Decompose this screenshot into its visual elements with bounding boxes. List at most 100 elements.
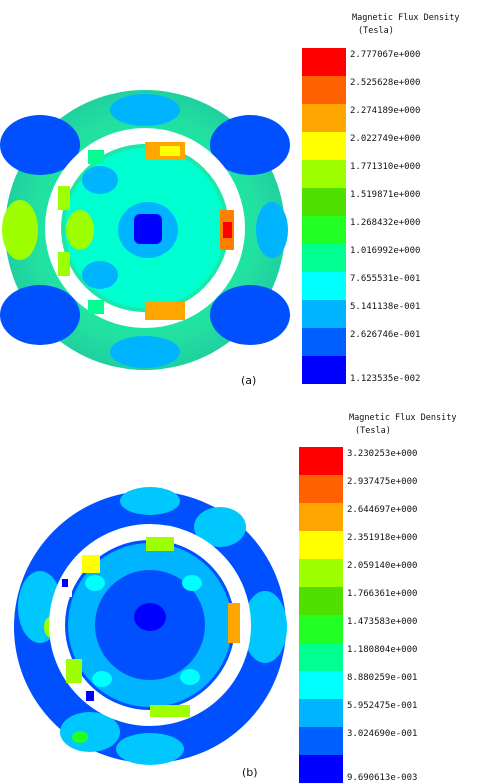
- legend-swatch: [302, 356, 346, 384]
- magnet-upper-left: [88, 150, 104, 164]
- flux-low-region: [110, 94, 180, 126]
- legend-tick-label: 2.351918e+000: [347, 533, 418, 543]
- legend-tick-label: 1.123535e-002: [350, 374, 421, 384]
- flux-mid-region: [120, 487, 180, 515]
- figure-a: Magnetic Flux Density (Tesla) (a) 2.7770…: [0, 12, 459, 387]
- magnet-lower-left: [66, 659, 82, 683]
- legend-tick-label: 1.268432e+000: [350, 218, 421, 228]
- flux-mid-region: [256, 202, 288, 258]
- legend-swatch: [302, 244, 346, 272]
- legend-swatch: [302, 76, 346, 104]
- flux-mid-region: [243, 591, 287, 663]
- caption-a: (a): [241, 374, 257, 387]
- legend-swatch: [299, 643, 343, 671]
- flux-low-region: [210, 115, 290, 175]
- legend-tick-label: 5.141138e-001: [350, 302, 421, 312]
- magnet-left-top: [58, 186, 70, 210]
- legend-tick-label: 7.655531e-001: [350, 274, 421, 284]
- legend-swatch: [299, 755, 343, 783]
- legend-tick-label: 2.937475e+000: [347, 477, 418, 487]
- motor-flux-plot-b: [14, 487, 287, 765]
- legend-swatch: [302, 104, 346, 132]
- legend-swatch: [302, 188, 346, 216]
- air-gap-ring: [49, 524, 251, 726]
- flux-mid-region: [60, 712, 120, 752]
- magnet-bottom-left: [86, 691, 94, 701]
- legend-tick-label: 1.519871e+000: [350, 190, 421, 200]
- motor-flux-plot-a: [0, 90, 290, 370]
- flux-hot-region: [72, 731, 88, 743]
- legend-tick-label: 1.180804e+000: [347, 645, 418, 655]
- legend-tick-label: 2.274189e+000: [350, 106, 421, 116]
- rotor-center-low: [134, 214, 162, 244]
- legend-tick-label: 2.059140e+000: [347, 561, 418, 571]
- magnet-top: [146, 537, 174, 551]
- magnet-bottom: [150, 705, 190, 717]
- legend-b: Magnetic Flux Density (Tesla): [349, 412, 456, 438]
- legend-unit: (Tesla): [358, 26, 394, 36]
- flux-low-region: [110, 336, 180, 368]
- flux-mid-region: [66, 210, 94, 250]
- legend-swatch: [299, 671, 343, 699]
- legend-tick-label: 3.230253e+000: [347, 449, 418, 459]
- legend-tick-label: 1.766361e+000: [347, 589, 418, 599]
- legend-tick-label: 2.525628e+000: [350, 78, 421, 88]
- flux-low-region: [0, 115, 80, 175]
- magnet-right-core: [223, 222, 232, 238]
- legend-swatch: [299, 727, 343, 755]
- legend-swatch: [299, 447, 343, 475]
- flux-mid-region: [194, 507, 246, 547]
- magnet-upper-left: [82, 555, 100, 573]
- legend-swatch: [299, 615, 343, 643]
- figure-b: Magnetic Flux Density (Tesla) (b) 3.2302…: [0, 392, 500, 783]
- legend-swatch: [302, 272, 346, 300]
- color-scale-b: [299, 447, 343, 783]
- legend-swatch: [302, 48, 346, 76]
- legend-swatch: [299, 475, 343, 503]
- legend-swatch: [302, 328, 346, 356]
- legend-unit: (Tesla): [355, 426, 391, 436]
- legend-tick-label: 2.022749e+000: [350, 134, 421, 144]
- magnet-top-core: [160, 146, 180, 156]
- flux-low-region: [82, 261, 118, 289]
- legend-swatch: [302, 132, 346, 160]
- flux-mid-region: [116, 733, 184, 765]
- legend-tick-label: 3.024690e-001: [347, 729, 418, 739]
- legend-tick-label: 2.626746e-001: [350, 330, 421, 340]
- flux-mid-region: [180, 669, 200, 685]
- flux-low-region: [82, 166, 118, 194]
- magnet-left: [62, 579, 72, 597]
- magnet-right: [228, 603, 240, 643]
- flux-mid-region: [92, 671, 112, 687]
- legend-tick-label: 2.644697e+000: [347, 505, 418, 515]
- legend-swatch: [302, 216, 346, 244]
- legend-title: Magnetic Flux Density: [349, 413, 457, 423]
- legend-tick-label: 1.771310e+000: [350, 162, 421, 172]
- legend-tick-label: 1.016992e+000: [350, 246, 421, 256]
- legend-tick-label: 9.690613e-003: [347, 773, 418, 783]
- legend-tick-label: 1.473583e+000: [347, 617, 418, 627]
- magnet-left-small: [62, 579, 68, 587]
- legend-a: Magnetic Flux Density (Tesla): [352, 12, 459, 38]
- flux-mid-region: [182, 575, 202, 591]
- flux-mid-region: [85, 575, 105, 591]
- legend-swatch: [299, 699, 343, 727]
- legend-title: Magnetic Flux Density: [352, 13, 460, 23]
- flux-low-region: [0, 285, 80, 345]
- magnet-lower-left: [88, 300, 104, 314]
- legend-swatch: [299, 503, 343, 531]
- caption-b: (b): [242, 766, 258, 779]
- legend-swatch: [299, 531, 343, 559]
- legend-swatch: [299, 587, 343, 615]
- legend-tick-label: 5.952475e-001: [347, 701, 418, 711]
- legend-tick-label: 8.880259e-001: [347, 673, 418, 683]
- legend-swatch: [299, 559, 343, 587]
- magnet-left-bottom: [58, 252, 70, 276]
- flux-low-region: [210, 285, 290, 345]
- legend-swatch: [302, 300, 346, 328]
- rotor-center-low: [134, 603, 166, 631]
- flux-mid-region: [2, 200, 38, 260]
- legend-swatch: [302, 160, 346, 188]
- color-scale-a: [302, 48, 346, 384]
- magnet-bottom: [145, 302, 185, 320]
